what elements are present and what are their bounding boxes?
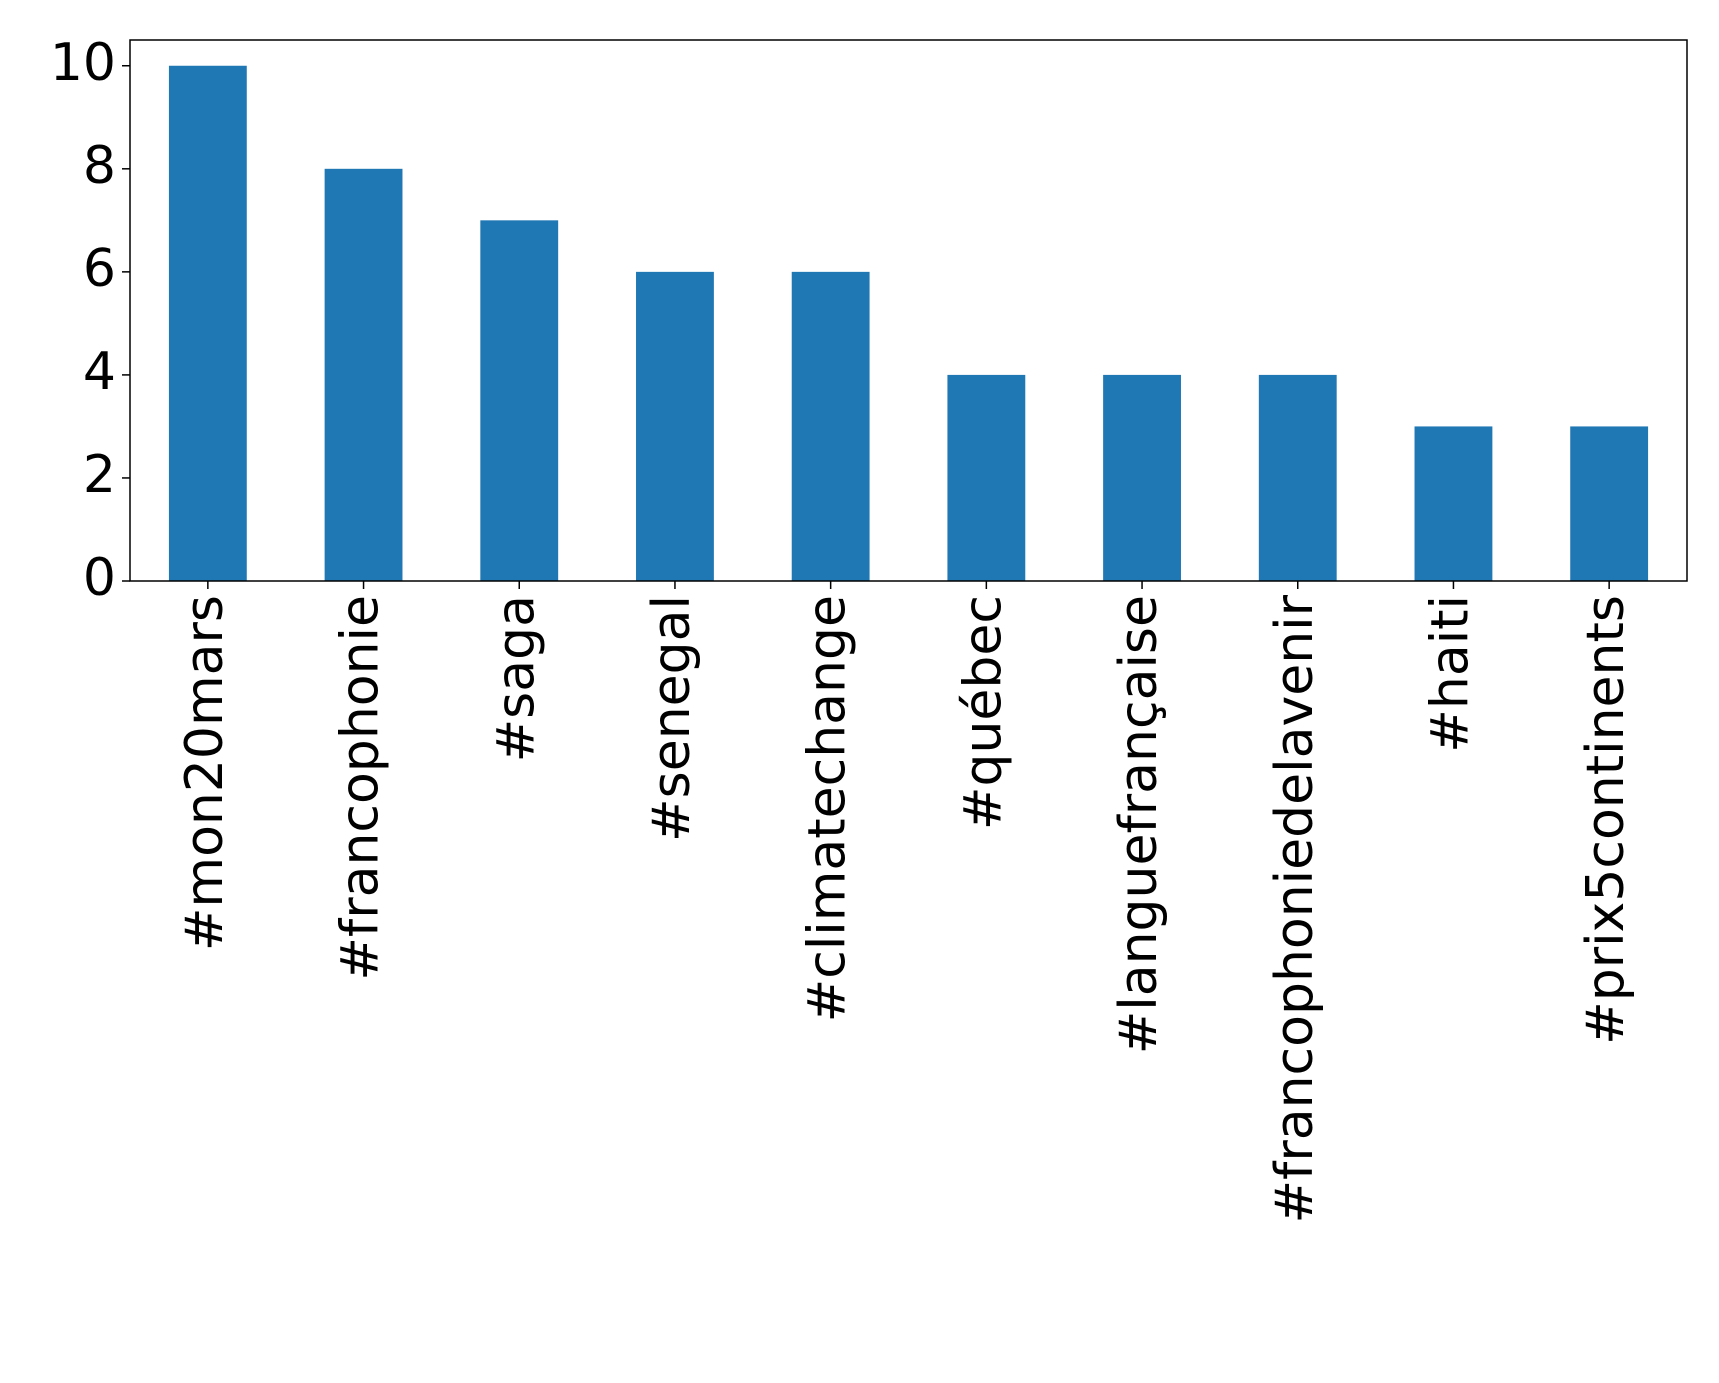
x-tick-label: #saga: [486, 595, 546, 762]
x-tick-label: #francophoniedelavenir: [1265, 594, 1325, 1223]
bar: [168, 65, 247, 581]
plot-frame: [129, 39, 1688, 582]
bar: [1570, 426, 1649, 581]
y-tick-label: 10: [50, 33, 116, 93]
y-tick-label: 4: [83, 342, 116, 402]
bar: [636, 271, 714, 581]
x-tick-label: #senegal: [642, 595, 702, 842]
y-tick-label: 0: [83, 548, 116, 608]
x-tick-label: #haiti: [1420, 595, 1480, 753]
x-tick-label: #francophonie: [331, 595, 391, 981]
bar: [947, 374, 1026, 581]
x-tick-label: #languefrançaise: [1109, 595, 1169, 1054]
bar: [1414, 426, 1493, 581]
y-tick-label: 2: [83, 445, 116, 505]
y-tick-label: 6: [83, 239, 116, 299]
bar: [480, 220, 559, 582]
x-tick-label: #mon20mars: [175, 595, 235, 951]
bar: [791, 271, 870, 581]
y-tick-label: 8: [83, 136, 116, 196]
x-tick-label: #climatechange: [798, 595, 858, 1022]
x-tick-label: #québec: [953, 595, 1013, 830]
bar: [1103, 374, 1181, 581]
bar: [324, 168, 403, 582]
bar: [1258, 374, 1337, 581]
x-tick-label: #prix5continents: [1576, 595, 1636, 1045]
